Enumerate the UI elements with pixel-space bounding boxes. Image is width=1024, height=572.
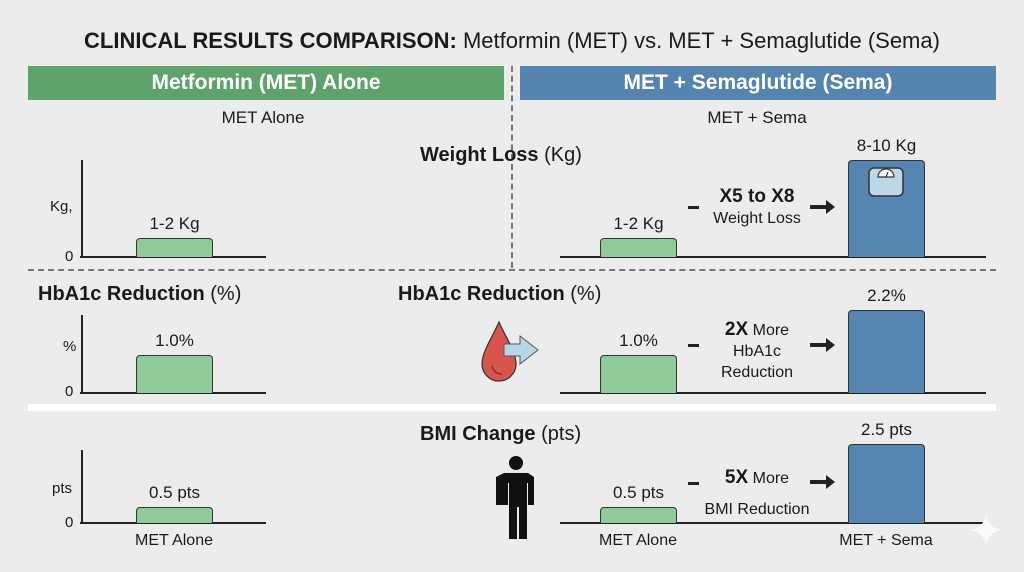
bmi-chart-title: BMI Change (pts)	[420, 423, 581, 446]
annotation-text: More	[752, 322, 790, 339]
weight-right-sema: 8-10 Kg	[848, 136, 925, 257]
hba1c-center-title: HbA1c Reduction (%)	[398, 283, 601, 306]
bmi-annotation: 5X More BMI Reduction	[697, 462, 817, 525]
hba1c-annotation: 2X More HbA1c Reduction	[697, 319, 817, 383]
sema-header: MET + Semaglutide (Sema)	[520, 66, 996, 100]
hba1c-y-tick: 0	[65, 383, 74, 400]
sema-subheader: MET + Sema	[707, 108, 807, 127]
weight-title-bold: Weight Loss	[420, 144, 539, 166]
annotation-bold: X5 to X8	[719, 186, 795, 207]
bar-met-alone	[136, 507, 213, 523]
bmi-right-sema: 2.5 pts	[848, 420, 925, 523]
met-header: Metformin (MET) Alone	[28, 66, 504, 100]
hba1c-title-unit: (%)	[570, 283, 602, 305]
hba1c-title-bold: HbA1c Reduction	[398, 283, 565, 305]
page-title: CLINICAL RESULTS COMPARISON: Metformin (…	[0, 28, 1024, 54]
hba1c-title-bold: HbA1c Reduction	[38, 283, 205, 305]
hba1c-right-met: 1.0%	[600, 331, 677, 393]
weight-title-unit: (Kg)	[544, 144, 582, 166]
data-label: 1-2 Kg	[149, 214, 200, 233]
bmi-x-axis-left	[80, 522, 266, 524]
sparkle-icon	[970, 514, 1002, 546]
dash-mark	[688, 482, 699, 485]
weight-y-tick: 0	[65, 248, 74, 265]
bar-met-alone	[600, 238, 677, 257]
weight-left-met: 1-2 Kg	[136, 214, 213, 257]
blood-drop-icon	[481, 320, 539, 382]
data-label: 2.2%	[867, 286, 906, 305]
weight-right-met: 1-2 Kg	[600, 214, 677, 257]
x-label-met-sema: MET + Sema	[839, 532, 933, 549]
annotation-text2: BMI Reduction	[704, 501, 810, 518]
annotation-text2: HbA1c	[732, 343, 782, 360]
bmi-y-tick: 0	[65, 514, 74, 531]
bmi-right-met: 0.5 pts	[600, 483, 677, 523]
hba1c-left-title: HbA1c Reduction (%)	[38, 283, 241, 306]
hba1c-title-unit: (%)	[210, 283, 242, 305]
bmi-y-axis	[81, 450, 83, 524]
arrow-right-icon	[810, 338, 835, 352]
bmi-x-axis-right	[560, 522, 986, 524]
weight-y-axis	[81, 160, 83, 258]
weight-x-axis-left	[80, 256, 266, 258]
x-label-met-alone: MET Alone	[599, 532, 677, 549]
bar-met-alone	[136, 238, 213, 257]
data-label: 1.0%	[155, 331, 194, 350]
annotation-text3: Reduction	[720, 364, 794, 381]
bar-met-alone	[600, 507, 677, 523]
arrow-right-icon	[810, 200, 835, 214]
annotation-bold: 2X	[724, 319, 749, 340]
annotation-text: Weight Loss	[713, 210, 801, 227]
person-icon	[496, 456, 534, 539]
data-label: 1-2 Kg	[613, 214, 664, 233]
weight-chart-title: Weight Loss (Kg)	[420, 144, 582, 167]
bmi-y-label: pts	[52, 480, 73, 497]
title-regular: Metformin (MET) vs. MET + Semaglutide (S…	[462, 28, 940, 53]
hba1c-y-axis	[81, 315, 83, 394]
title-bold: CLINICAL RESULTS COMPARISON:	[84, 28, 457, 53]
hba1c-left-met: 1.0%	[136, 331, 213, 393]
bar-met-sema	[848, 310, 925, 393]
x-label-met-alone: MET Alone	[135, 532, 213, 549]
vertical-divider	[511, 66, 513, 268]
bmi-left-met: 0.5 pts	[136, 483, 213, 523]
horizontal-divider	[28, 269, 996, 271]
hba1c-x-axis-left	[80, 392, 266, 394]
data-label: 0.5 pts	[148, 483, 201, 502]
dash-mark	[688, 206, 699, 209]
data-label: 8-10 Kg	[856, 136, 917, 155]
dash-mark	[688, 344, 699, 347]
data-label: 1.0%	[619, 331, 658, 350]
bar-met-alone	[136, 355, 213, 393]
bmi-title-unit: (pts)	[541, 423, 582, 445]
data-label: 2.5 pts	[860, 420, 913, 439]
scale-icon	[868, 167, 904, 197]
data-label: 0.5 pts	[612, 483, 665, 502]
annotation-bold: 5X	[724, 467, 749, 488]
weight-y-label: Kg,	[50, 198, 73, 215]
weight-x-axis-right	[560, 256, 986, 258]
hba1c-right-sema: 2.2%	[848, 286, 925, 393]
bar-met-alone	[600, 355, 677, 393]
hba1c-y-label: %	[63, 338, 77, 355]
arrow-right-icon	[810, 475, 835, 489]
bar-met-sema	[848, 444, 925, 523]
weight-annotation: X5 to X8 Weight Loss	[697, 186, 817, 229]
bar-met-sema	[848, 160, 925, 257]
met-subheader: MET Alone	[221, 108, 305, 127]
annotation-text: More	[752, 470, 790, 487]
hba1c-x-axis-right	[560, 392, 986, 394]
section-divider	[28, 404, 996, 411]
bmi-title-bold: BMI Change	[420, 423, 536, 445]
